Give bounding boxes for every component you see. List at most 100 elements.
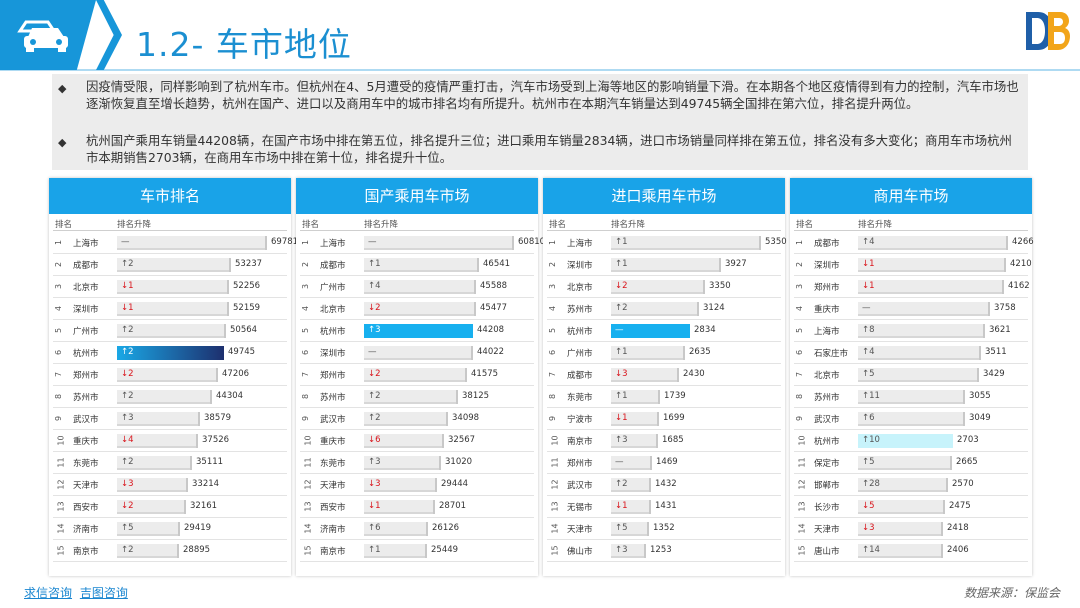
city-name: 北京市 [73,283,99,293]
rank-change: ↑5 [615,523,628,533]
rank-number: 10 [797,435,807,446]
value-bar [611,236,761,250]
value-bar [611,478,651,492]
city-name: 东莞市 [73,459,99,469]
rank-number: 5 [54,327,64,334]
rank-number: 10 [56,435,66,446]
value-bar [858,500,945,514]
value-bar [858,302,990,316]
rank-change: ↓2 [368,303,381,313]
rank-number: 4 [548,305,558,312]
row-divider [53,495,287,496]
rank-change: ↓1 [615,501,628,511]
rank-number: 9 [548,415,558,422]
city-name: 天津市 [73,481,99,491]
value-bar [364,544,427,558]
city-name: 南京市 [320,547,346,557]
rank-number: 15 [56,545,66,556]
value-bar [858,456,952,470]
table-row: 13 长沙市 ↓5 2475 [790,496,1032,518]
footer-link-jitu[interactable]: 吉图咨询 [79,586,128,600]
table-row: 12 武汉市 ↑2 1432 [543,474,785,496]
table-row: 7 北京市 ↑5 3429 [790,364,1032,386]
table-row: 1 上海市 ↑1 5350 [543,232,787,254]
rank-number: 8 [548,393,558,400]
rank-change: ↓2 [121,369,134,379]
row-divider [53,385,287,386]
sales-value: 52256 [233,281,261,291]
sales-value: 1432 [655,479,677,489]
sales-value: 3511 [985,347,1007,357]
city-name: 苏州市 [567,305,593,315]
row-divider [547,341,781,342]
rank-change: ↑2 [615,303,628,313]
row-divider [794,385,1028,386]
city-name: 深圳市 [73,305,99,315]
brand-logo-icon [1026,12,1070,50]
rank-number: 8 [795,393,805,400]
value-bar [858,522,943,536]
table-row: 1 成都市 ↑4 4266 [790,232,1034,254]
sales-value: 32567 [448,435,476,445]
sales-value: 28895 [183,545,211,555]
table-row: 6 石家庄市 ↑4 3511 [790,342,1032,364]
rank-number: 14 [797,523,807,534]
sales-value: 3621 [989,325,1011,335]
header-underline [0,69,1080,71]
data-source: 数据来源：保监会 [963,586,1060,600]
sales-value: 53237 [235,259,263,269]
city-name: 深圳市 [814,261,840,271]
sales-value: 3350 [709,281,731,291]
row-divider [794,473,1028,474]
city-name: 济南市 [320,525,346,535]
table-row: 1 上海市 — 60810 [296,232,545,254]
rank-number: 1 [301,239,311,246]
rank-number: 10 [550,435,560,446]
row-divider [547,561,781,562]
row-divider [53,275,287,276]
value-bar [858,412,965,426]
row-divider [53,297,287,298]
city-name: 深圳市 [320,349,346,359]
rank-change: ↓5 [862,501,875,511]
intro-box: ◆ 因疫情受限，同样影响到了杭州车市。但杭州在4、5月遭受的疫情严重打击，汽车市… [52,74,1028,170]
row-divider [547,407,781,408]
table-row: 9 武汉市 ↑2 34098 [296,408,538,430]
rank-number: 15 [550,545,560,556]
rank-change: — [121,237,130,247]
rank-change: ↑1 [368,545,381,555]
table-row: 2 成都市 ↑2 53237 [49,254,291,276]
value-bar [364,456,441,470]
row-divider [794,319,1028,320]
rank-number: 12 [797,479,807,490]
rank-number: 9 [795,415,805,422]
table-row: 9 武汉市 ↑3 38579 [49,408,291,430]
rank-change: ↓1 [121,281,134,291]
rank-change: ↑6 [368,523,381,533]
table-row: 14 天津市 ↑5 1352 [543,518,785,540]
rank-number: 5 [795,327,805,334]
city-name: 苏州市 [73,393,99,403]
sales-value: 2418 [947,523,969,533]
rank-number: 4 [795,305,805,312]
row-divider [547,539,781,540]
footer-link-qiuxin[interactable]: 求信咨询 [24,586,73,600]
page-title: 1.2- 车市地位 [136,25,352,64]
sales-value: 2430 [683,369,705,379]
rank-number: 3 [54,283,64,290]
rank-number: 12 [550,479,560,490]
table-row: 10 重庆市 ↓6 32567 [296,430,538,452]
row-divider [300,561,534,562]
row-divider [794,539,1028,540]
city-name: 广州市 [73,327,99,337]
row-divider [300,495,534,496]
row-divider [53,341,287,342]
row-divider [300,539,534,540]
row-divider [300,319,534,320]
rank-change: ↓2 [121,501,134,511]
sales-value: 1352 [653,523,675,533]
rank-change: ↑1 [615,391,628,401]
rank-number: 6 [795,349,805,356]
row-divider [300,473,534,474]
table-row: 10 杭州市 ↑10 2703 [790,430,1032,452]
